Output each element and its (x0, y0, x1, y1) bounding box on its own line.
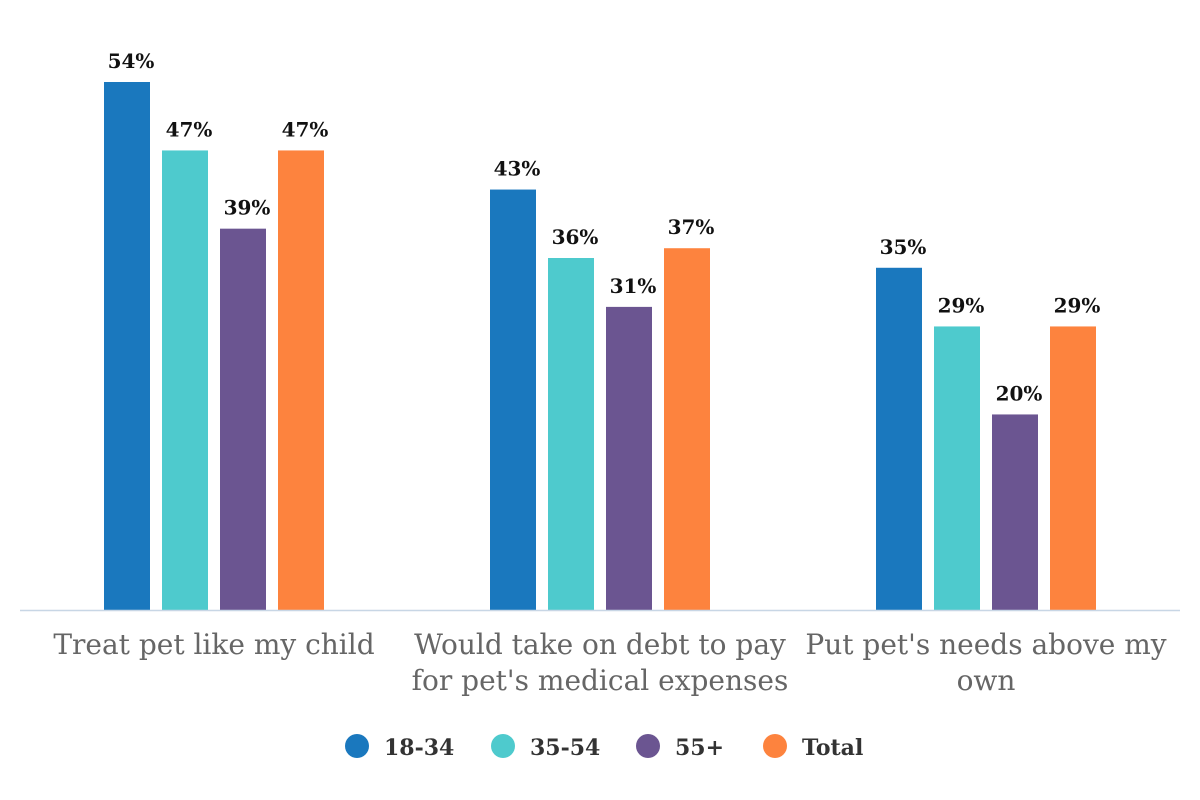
data-label: 20% (996, 381, 1043, 405)
data-label: 54% (108, 49, 155, 73)
bar-35-54-1 (548, 258, 594, 610)
data-label: 47% (282, 117, 329, 141)
category-labels-layer: Treat pet like my child Would take on deb… (53, 628, 1166, 697)
legend-item-total: Total (763, 734, 863, 761)
data-label: 43% (494, 157, 541, 181)
legend-label: 55+ (675, 735, 724, 761)
legend-item-18-34: 18-34 (345, 734, 454, 761)
bars-layer (104, 82, 1096, 611)
category-label: Put pet's needs above my (805, 628, 1166, 661)
bar-55--0 (220, 228, 266, 610)
bar-total-2 (1050, 326, 1096, 610)
data-label: 29% (938, 293, 985, 317)
bar-35-54-2 (934, 326, 980, 610)
bar-18-34-0 (104, 82, 150, 610)
legend: 18-34 35-54 55+ Total (345, 734, 863, 761)
data-label: 47% (166, 117, 213, 141)
legend-swatch (636, 734, 660, 758)
legend-swatch (345, 734, 369, 758)
legend-item-55-: 55+ (636, 734, 724, 761)
data-label: 36% (552, 225, 599, 249)
category-label: for pet's medical expenses (412, 664, 789, 697)
bar-55--1 (606, 306, 652, 610)
data-label: 29% (1054, 293, 1101, 317)
bar-35-54-0 (162, 150, 208, 610)
legend-label: 18-34 (384, 735, 454, 761)
bar-55--2 (992, 414, 1038, 610)
legend-item-35-54: 35-54 (491, 734, 600, 761)
category-label: Treat pet like my child (53, 628, 374, 661)
legend-label: 35-54 (530, 735, 600, 761)
data-label: 35% (880, 235, 927, 259)
bar-18-34-2 (876, 267, 922, 610)
data-label: 37% (668, 215, 715, 239)
legend-label: Total (802, 735, 863, 761)
bar-labels-layer: 54% 47% 39% 47% 43% 36% 31% 37% 35% 29% 20% 29% (108, 49, 1101, 405)
bar-18-34-1 (490, 189, 536, 611)
legend-swatch (491, 734, 515, 758)
category-label: own (957, 664, 1016, 697)
legend-swatch (763, 734, 787, 758)
category-label: Would take on debt to pay (414, 628, 786, 661)
data-label: 39% (224, 196, 271, 220)
data-label: 31% (610, 274, 657, 298)
bar-total-1 (664, 248, 710, 610)
bar-total-0 (278, 150, 324, 610)
